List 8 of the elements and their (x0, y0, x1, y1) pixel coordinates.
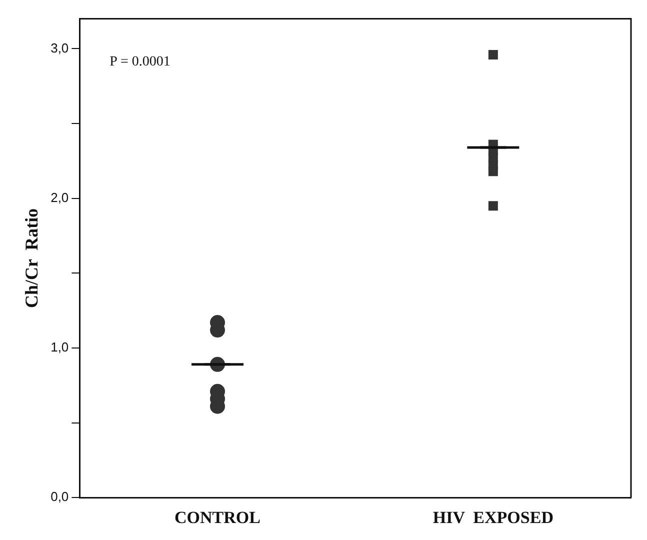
x-tick-label: HIV EXPOSED (432, 508, 554, 528)
y-tick-label: 1,0 (50, 340, 69, 355)
y-tick-label: 2,0 (50, 190, 69, 205)
y-tick-label: 3,0 (50, 40, 69, 56)
annotation: P = 0.0001 (110, 54, 170, 70)
y-axis-title: Ch/Cr Ratio (21, 208, 42, 308)
x-tick-label: CONTROL (174, 508, 260, 528)
y-tick-label: 0,0 (50, 489, 69, 504)
